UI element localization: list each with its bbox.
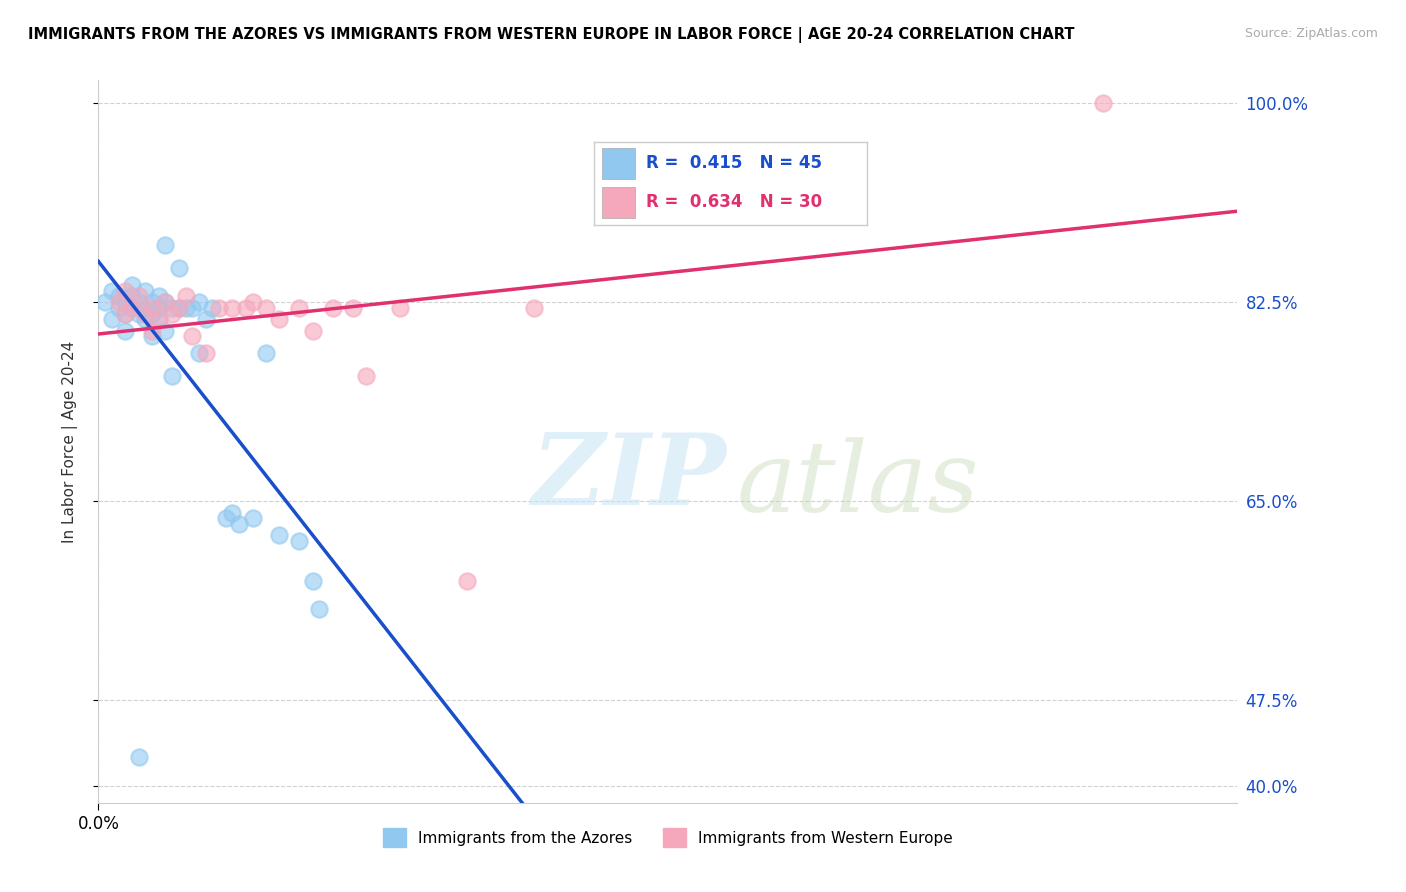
Point (128, 306, 150, 320)
Point (128, 295, 150, 310)
Point (201, 301, 224, 315)
Point (228, 516, 250, 531)
Point (308, 602, 330, 616)
Point (107, 301, 129, 315)
Point (254, 346, 277, 360)
Point (94, 295, 117, 310)
Point (141, 324, 163, 338)
Point (148, 301, 170, 315)
Point (167, 301, 190, 315)
Point (221, 506, 243, 520)
Point (148, 312, 170, 326)
Point (128, 289, 150, 303)
Point (141, 295, 163, 310)
Point (235, 301, 257, 315)
Point (114, 295, 136, 310)
Point (269, 312, 291, 326)
Point (523, 301, 546, 315)
Point (114, 306, 136, 320)
Point (301, 324, 323, 338)
Point (114, 284, 136, 298)
Point (221, 301, 243, 315)
Point (208, 301, 231, 315)
Point (160, 301, 183, 315)
Point (194, 346, 217, 360)
Point (160, 306, 183, 320)
Point (134, 306, 156, 320)
Point (194, 312, 217, 326)
Point (174, 301, 197, 315)
Point (121, 301, 143, 315)
Point (114, 324, 136, 338)
Point (155, 238, 177, 252)
Point (254, 301, 277, 315)
Point (141, 306, 163, 320)
Point (456, 574, 478, 588)
Text: Source: ZipAtlas.com: Source: ZipAtlas.com (1244, 27, 1378, 40)
Point (288, 301, 311, 315)
Point (121, 301, 143, 315)
Point (242, 511, 264, 525)
Point (187, 295, 209, 310)
Point (160, 369, 183, 384)
Legend: Immigrants from the Azores, Immigrants from Western Europe: Immigrants from the Azores, Immigrants f… (377, 822, 959, 853)
Point (174, 289, 197, 303)
Point (356, 369, 378, 384)
Text: IMMIGRANTS FROM THE AZORES VS IMMIGRANTS FROM WESTERN EUROPE IN LABOR FORCE | AG: IMMIGRANTS FROM THE AZORES VS IMMIGRANTS… (28, 27, 1074, 43)
Point (107, 295, 129, 310)
Point (155, 324, 177, 338)
Point (121, 278, 143, 293)
Text: ZIP: ZIP (531, 429, 725, 526)
Point (388, 301, 411, 315)
Point (134, 284, 156, 298)
Point (288, 534, 311, 549)
Point (101, 312, 124, 326)
Point (1092, 96, 1115, 111)
Point (242, 295, 264, 310)
Point (134, 312, 156, 326)
Point (342, 301, 364, 315)
Point (121, 289, 143, 303)
Point (181, 301, 204, 315)
Point (167, 301, 190, 315)
Point (114, 306, 136, 320)
Point (269, 528, 291, 542)
Point (167, 260, 190, 275)
Point (141, 329, 163, 343)
Point (134, 301, 156, 315)
Text: atlas: atlas (737, 437, 979, 533)
Point (101, 284, 124, 298)
Point (301, 574, 323, 588)
Point (215, 511, 238, 525)
Point (141, 301, 163, 315)
Point (148, 289, 170, 303)
Point (322, 301, 344, 315)
Point (107, 289, 129, 303)
Point (148, 312, 170, 326)
Point (155, 295, 177, 310)
Point (128, 750, 150, 764)
Y-axis label: In Labor Force | Age 20-24: In Labor Force | Age 20-24 (62, 341, 77, 542)
Point (187, 346, 209, 360)
Point (181, 329, 204, 343)
Point (155, 295, 177, 310)
